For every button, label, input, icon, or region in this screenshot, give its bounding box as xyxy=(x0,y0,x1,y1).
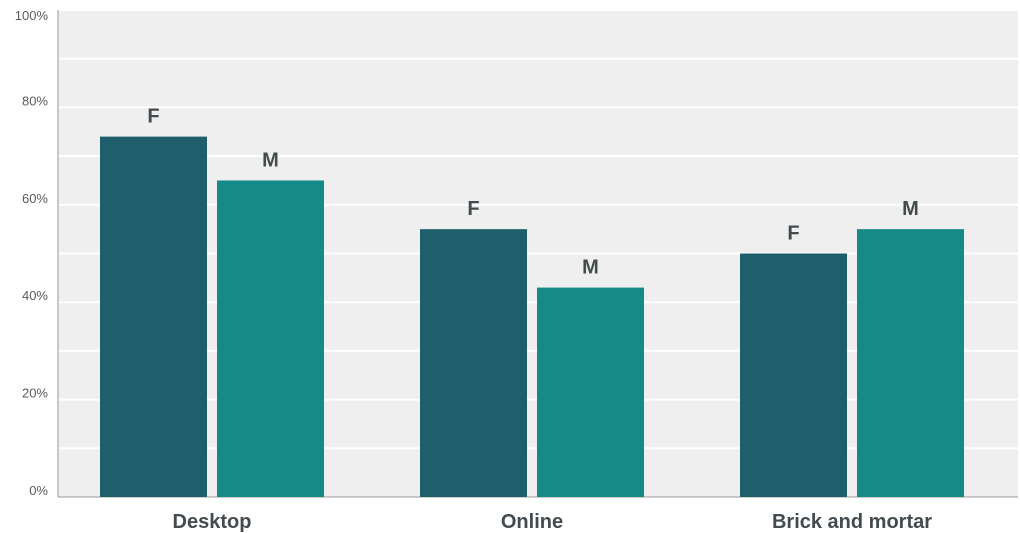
data-label: F xyxy=(147,106,159,128)
x-category-label: Desktop xyxy=(173,511,252,533)
data-label: M xyxy=(262,149,279,171)
y-tick-label: 80% xyxy=(22,93,48,108)
y-tick-label: 20% xyxy=(22,386,48,401)
data-label: M xyxy=(902,198,919,220)
y-tick-label: 40% xyxy=(22,288,48,303)
bar-m-online xyxy=(537,287,644,497)
x-category-label: Brick and mortar xyxy=(772,511,932,533)
bar-f-desktop xyxy=(100,136,207,497)
data-label: M xyxy=(582,257,599,279)
bar-m-desktop xyxy=(217,180,324,497)
y-tick-label: 0% xyxy=(29,483,48,498)
data-label: F xyxy=(467,198,479,220)
y-tick-label: 60% xyxy=(22,191,48,206)
data-label: F xyxy=(787,223,799,245)
bar-f-online xyxy=(420,229,527,497)
y-tick-label: 100% xyxy=(15,8,49,23)
bar-m-brick-and-mortar xyxy=(857,229,964,497)
bar-f-brick-and-mortar xyxy=(740,253,847,497)
x-category-label: Online xyxy=(501,511,563,533)
